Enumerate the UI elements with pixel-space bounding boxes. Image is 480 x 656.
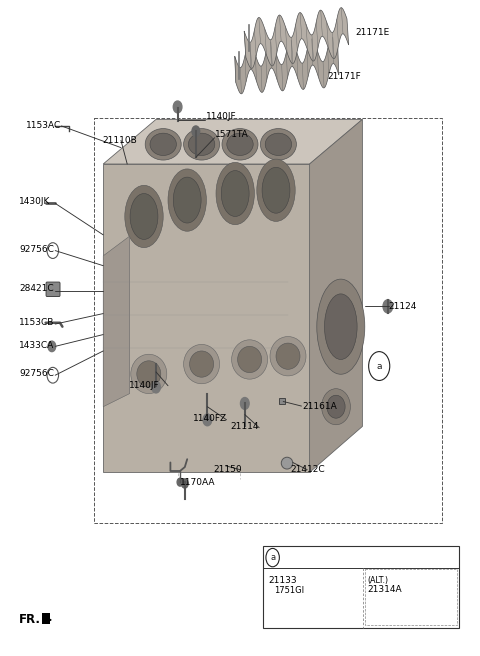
Text: 21314A: 21314A: [368, 585, 402, 594]
FancyBboxPatch shape: [263, 546, 459, 628]
Text: 21161A: 21161A: [302, 401, 337, 411]
Ellipse shape: [227, 133, 253, 155]
Circle shape: [382, 602, 394, 619]
Circle shape: [383, 300, 393, 313]
Polygon shape: [310, 119, 362, 472]
Text: 1140FZ: 1140FZ: [193, 414, 227, 423]
Text: FR.: FR.: [19, 613, 41, 626]
Ellipse shape: [188, 133, 215, 155]
Ellipse shape: [168, 169, 206, 232]
Text: 28421C: 28421C: [19, 284, 54, 293]
Ellipse shape: [145, 129, 181, 160]
Ellipse shape: [222, 129, 258, 160]
FancyBboxPatch shape: [46, 282, 60, 297]
Text: a: a: [270, 553, 275, 562]
Text: a: a: [376, 361, 382, 371]
Ellipse shape: [265, 133, 291, 155]
Circle shape: [177, 478, 183, 486]
Text: 21124: 21124: [389, 302, 417, 311]
Polygon shape: [103, 119, 362, 164]
Circle shape: [283, 606, 293, 621]
Text: 21110B: 21110B: [102, 136, 137, 145]
Text: 1170AA: 1170AA: [180, 478, 216, 487]
Ellipse shape: [324, 294, 357, 359]
Text: 92756C: 92756C: [19, 245, 54, 254]
Ellipse shape: [257, 159, 295, 222]
Text: 21171E: 21171E: [355, 28, 389, 37]
Ellipse shape: [317, 279, 365, 374]
Ellipse shape: [130, 194, 158, 239]
Text: 21150: 21150: [214, 464, 242, 474]
Ellipse shape: [125, 185, 163, 248]
Ellipse shape: [131, 354, 167, 394]
Circle shape: [48, 341, 56, 352]
Circle shape: [181, 479, 188, 488]
Ellipse shape: [183, 129, 220, 160]
Polygon shape: [244, 8, 348, 68]
Text: 1140JF: 1140JF: [206, 112, 237, 121]
Ellipse shape: [322, 388, 350, 425]
Text: 21412C: 21412C: [290, 464, 325, 474]
Circle shape: [192, 126, 200, 136]
Text: (ALT.): (ALT.): [368, 576, 389, 585]
Circle shape: [240, 398, 249, 409]
Polygon shape: [103, 236, 130, 407]
Text: 1433CA: 1433CA: [19, 341, 54, 350]
Ellipse shape: [238, 346, 262, 373]
Ellipse shape: [262, 167, 290, 213]
Text: 1571TA: 1571TA: [215, 130, 249, 139]
Text: 1153AC: 1153AC: [26, 121, 61, 131]
Circle shape: [203, 414, 212, 426]
Text: 21133: 21133: [269, 576, 298, 585]
Ellipse shape: [270, 337, 306, 376]
Ellipse shape: [183, 344, 220, 384]
Text: 92756C: 92756C: [19, 369, 54, 379]
FancyBboxPatch shape: [42, 613, 50, 624]
Text: 21114: 21114: [230, 422, 259, 431]
Text: 1153CB: 1153CB: [19, 318, 55, 327]
Ellipse shape: [232, 340, 268, 379]
Text: 1430JK: 1430JK: [19, 197, 50, 206]
Ellipse shape: [190, 351, 214, 377]
Circle shape: [48, 341, 56, 352]
Ellipse shape: [276, 343, 300, 369]
Ellipse shape: [150, 133, 177, 155]
Ellipse shape: [221, 171, 249, 216]
FancyBboxPatch shape: [279, 398, 285, 404]
Ellipse shape: [173, 177, 201, 223]
Ellipse shape: [216, 162, 254, 224]
Text: 1140JF: 1140JF: [129, 381, 159, 390]
Polygon shape: [103, 164, 310, 472]
Ellipse shape: [137, 361, 161, 387]
Ellipse shape: [260, 129, 296, 160]
Text: 1751GI: 1751GI: [274, 586, 304, 596]
Ellipse shape: [281, 457, 293, 469]
Circle shape: [152, 381, 160, 393]
Circle shape: [173, 101, 182, 113]
Text: 21171F: 21171F: [328, 72, 361, 81]
Polygon shape: [235, 37, 339, 94]
Ellipse shape: [327, 395, 345, 419]
